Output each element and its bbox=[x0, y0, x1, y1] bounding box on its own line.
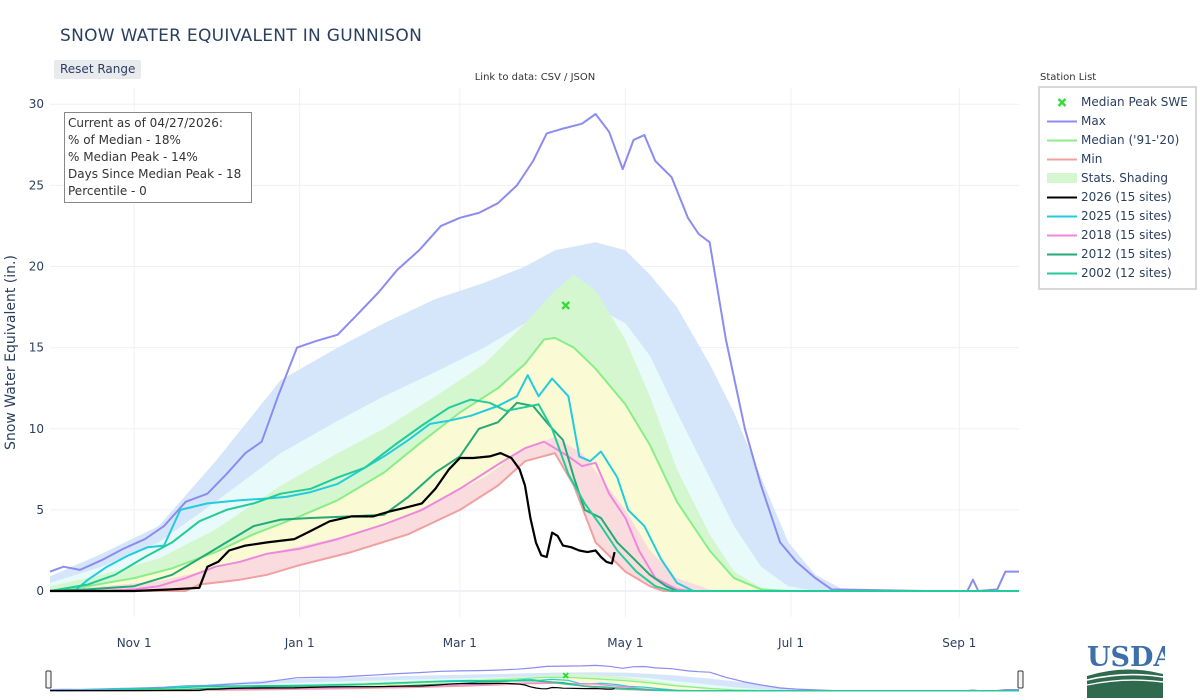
status-pct-median-peak: % Median Peak - 14% bbox=[68, 150, 198, 164]
page-title: SNOW WATER EQUIVALENT IN GUNNISON bbox=[60, 26, 423, 46]
legend-item[interactable]: Min bbox=[1040, 150, 1195, 169]
y-tick-label: 20 bbox=[29, 259, 44, 273]
legend: Median Peak SWE Max Median ('91-'20) Min Sta… bbox=[1038, 86, 1197, 290]
logo-hill-dark bbox=[1087, 669, 1163, 698]
series-line-max bbox=[49, 113, 1019, 592]
legend-item[interactable]: 2025 (15 sites) bbox=[1040, 207, 1195, 226]
legend-label: 2026 (15 sites) bbox=[1081, 190, 1172, 204]
legend-x-marker bbox=[1057, 98, 1067, 107]
legend-symbol bbox=[1047, 173, 1077, 183]
axes: 0 5 10 15 20 25 30 Nov 1 Jan 1 Mar 1 May 1 Jul 1 Sep… bbox=[3, 97, 976, 650]
x-tick-label: May 1 bbox=[607, 636, 643, 650]
x-tick-label: Mar 1 bbox=[443, 636, 477, 650]
median-peak-marker bbox=[561, 301, 571, 310]
slider-series-line bbox=[49, 679, 1019, 692]
range-slider[interactable] bbox=[45, 663, 1024, 693]
data-links-prefix: Link to data: bbox=[474, 72, 541, 83]
usda-logo-text: USDA bbox=[1087, 642, 1165, 673]
x-tick-label: Sep 1 bbox=[942, 636, 976, 650]
legend-symbol bbox=[1047, 158, 1077, 161]
legend-symbol bbox=[1047, 253, 1077, 256]
slider-series-line bbox=[49, 664, 1019, 692]
legend-label: Median Peak SWE bbox=[1081, 95, 1188, 109]
series-line-2026-15-sites bbox=[50, 452, 616, 593]
series-line-2012-15-sites bbox=[49, 401, 1019, 592]
legend-symbol bbox=[1047, 139, 1077, 142]
x-tick-label: Nov 1 bbox=[117, 636, 152, 650]
status-pct-median: % of Median - 18% bbox=[68, 133, 181, 147]
status-days-since-peak: Days Since Median Peak - 18 bbox=[68, 167, 242, 181]
legend-label: Median ('91-'20) bbox=[1081, 133, 1180, 147]
x-tick-label: Jul 1 bbox=[777, 636, 804, 650]
legend-item[interactable]: Max bbox=[1040, 112, 1195, 131]
json-link[interactable]: JSON bbox=[570, 72, 596, 83]
usda-logo: USDA bbox=[1086, 642, 1165, 698]
series-line-2025-15-sites bbox=[50, 374, 1019, 592]
logo-stripe bbox=[1086, 679, 1164, 686]
csv-link[interactable]: CSV bbox=[540, 72, 561, 83]
series-line-min bbox=[50, 452, 1019, 592]
legend-item[interactable]: 2026 (15 sites) bbox=[1040, 188, 1195, 207]
series-lines bbox=[49, 113, 1019, 593]
y-tick-label: 25 bbox=[29, 178, 44, 192]
legend-label: Stats. Shading bbox=[1081, 171, 1169, 185]
reset-range-button[interactable]: Reset Range bbox=[54, 60, 142, 79]
legend-label: 2002 (12 sites) bbox=[1081, 266, 1172, 280]
y-tick-label: 0 bbox=[36, 584, 44, 598]
legend-symbol bbox=[1057, 98, 1067, 107]
legend-label: 2012 (15 sites) bbox=[1081, 247, 1172, 261]
legend-label: Min bbox=[1081, 152, 1103, 166]
stats-band bbox=[50, 436, 1019, 591]
legend-item[interactable]: Median Peak SWE bbox=[1040, 93, 1195, 112]
legend-symbol bbox=[1047, 272, 1077, 275]
current-status-box: Current as of 04/27/2026: % of Median - … bbox=[64, 112, 252, 203]
station-list-link[interactable]: Station List bbox=[1040, 72, 1097, 83]
y-tick-label: 10 bbox=[29, 422, 44, 436]
legend-item[interactable]: Median ('91-'20) bbox=[1040, 131, 1195, 150]
series-line-median-91-20 bbox=[49, 336, 1019, 592]
y-tick-label: 15 bbox=[29, 341, 44, 355]
link-separator: / bbox=[560, 72, 571, 83]
legend-symbol bbox=[1047, 196, 1077, 199]
y-tick-label: 30 bbox=[29, 97, 44, 111]
logo-stripe bbox=[1086, 673, 1164, 681]
slider-median-peak-marker bbox=[562, 672, 569, 679]
range-slider-handle-right[interactable] bbox=[1017, 670, 1024, 689]
stats-band bbox=[50, 274, 1019, 591]
legend-symbol bbox=[1047, 120, 1077, 123]
legend-item[interactable]: Stats. Shading bbox=[1040, 169, 1195, 188]
legend-label: Max bbox=[1081, 114, 1106, 128]
range-slider-handle-left[interactable] bbox=[45, 670, 52, 689]
legend-label: 2018 (15 sites) bbox=[1081, 228, 1172, 242]
y-tick-label: 5 bbox=[36, 503, 44, 517]
data-links: Link to data: CSV / JSON bbox=[0, 72, 1070, 83]
series-line-2018-15-sites bbox=[50, 440, 1019, 592]
status-percentile: Percentile - 0 bbox=[68, 184, 147, 198]
slider-series-line bbox=[50, 682, 615, 692]
x-tick-label: Jan 1 bbox=[284, 636, 315, 650]
legend-area-swatch bbox=[1047, 173, 1077, 183]
legend-symbol bbox=[1047, 215, 1077, 218]
legend-symbol bbox=[1047, 234, 1077, 237]
legend-item[interactable]: 2012 (15 sites) bbox=[1040, 245, 1195, 264]
status-date: Current as of 04/27/2026: bbox=[68, 116, 223, 130]
stats-shading bbox=[50, 242, 1019, 591]
legend-item[interactable]: 2002 (12 sites) bbox=[1040, 264, 1195, 283]
legend-item[interactable]: 2018 (15 sites) bbox=[1040, 226, 1195, 245]
legend-label: 2025 (15 sites) bbox=[1081, 209, 1172, 223]
y-axis-title: Snow Water Equivalent (in.) bbox=[3, 255, 19, 450]
stats-band bbox=[50, 337, 1019, 591]
series-line-2002-12-sites bbox=[49, 398, 1019, 592]
median-peak-markers bbox=[561, 301, 571, 310]
